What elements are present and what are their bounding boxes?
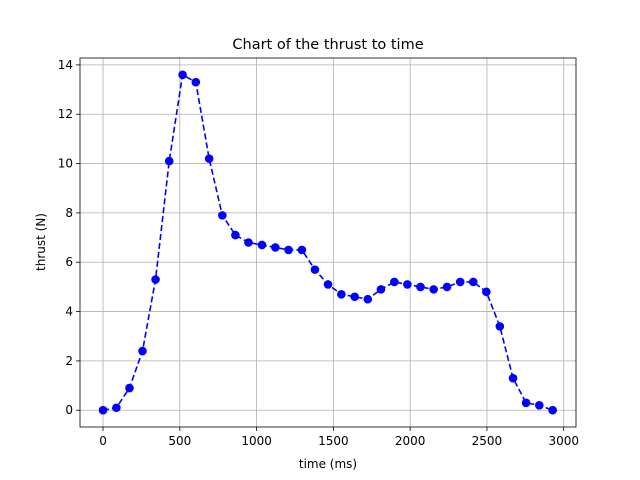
x-tick-label: 3000 (548, 434, 579, 448)
data-point (508, 373, 518, 383)
data-point (416, 282, 425, 292)
x-tick-label: 2500 (472, 434, 503, 448)
plot-frame (79, 57, 577, 428)
axis-ticks: 0 500 1000 1500 2000 2500 3000 0 2 4 6 8 10 12 14 (58, 58, 579, 448)
x-tick-label: 0 (99, 434, 107, 448)
y-tick-label: 6 (65, 255, 73, 269)
data-point (442, 282, 452, 292)
data-point (310, 265, 320, 274)
y-tick-label: 0 (65, 403, 73, 417)
data-point (521, 398, 531, 408)
y-axis-label: thrust (N) (34, 213, 48, 271)
data-point (363, 294, 373, 304)
grid-lines (80, 58, 576, 427)
data-point (151, 275, 160, 284)
x-tick-label: 500 (168, 434, 191, 448)
x-tick-label: 1000 (241, 434, 272, 448)
data-point (257, 240, 267, 250)
data-point (390, 277, 399, 287)
data-point (455, 277, 465, 287)
data-point (376, 285, 386, 294)
data-point (178, 70, 187, 80)
series-line (102, 73, 553, 412)
data-point (429, 285, 438, 294)
data-point (98, 405, 108, 415)
data-point (218, 211, 227, 220)
data-point (112, 403, 121, 413)
data-point (125, 383, 134, 393)
data-point (204, 154, 214, 163)
data-point (244, 238, 253, 247)
y-tick-label: 10 (58, 157, 73, 171)
data-point (138, 346, 147, 356)
y-tick-label: 4 (65, 305, 73, 319)
data-point (495, 322, 505, 331)
x-tick-label: 2000 (395, 434, 426, 448)
x-tick-label: 1500 (318, 434, 349, 448)
data-point (271, 243, 280, 252)
data-point (337, 289, 346, 299)
data-point (534, 400, 544, 410)
data-point (323, 280, 333, 289)
data-point (482, 287, 491, 297)
data-point (191, 77, 201, 87)
data-point (297, 245, 307, 255)
y-tick-label: 12 (58, 107, 73, 121)
data-point (231, 230, 240, 240)
y-tick-label: 8 (65, 206, 73, 220)
data-point (403, 280, 412, 289)
y-tick-label: 14 (58, 58, 73, 72)
data-point (548, 405, 557, 415)
data-point (350, 292, 360, 302)
data-point (164, 156, 174, 166)
data-point (284, 245, 293, 255)
data-series (98, 70, 557, 415)
x-axis-label: time (ms) (299, 457, 357, 471)
chart-title: Chart of the thrust to time (232, 37, 423, 53)
data-point (468, 277, 478, 287)
y-tick-label: 2 (65, 354, 73, 368)
